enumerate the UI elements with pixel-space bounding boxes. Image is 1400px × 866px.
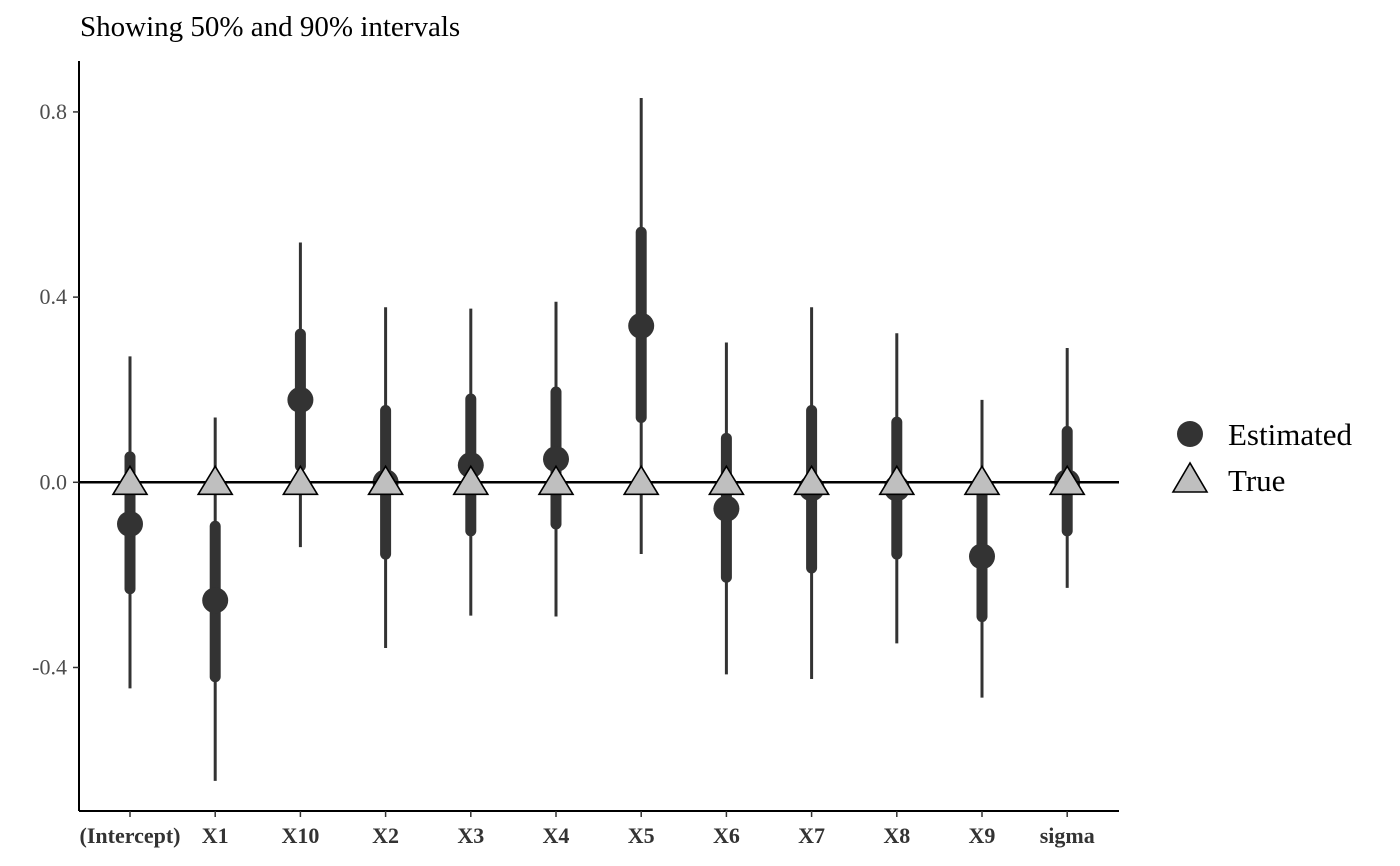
estimated-point	[543, 446, 569, 473]
estimated-point	[202, 587, 229, 614]
y-tick-label: 0.4	[40, 284, 68, 309]
x-tick-label: sigma	[1040, 823, 1095, 848]
legend: Estimated True	[1171, 417, 1352, 498]
true-value-triangle	[1048, 464, 1086, 496]
estimated-point	[969, 543, 995, 570]
estimated-point	[117, 510, 143, 537]
estimated-point	[287, 386, 314, 413]
axes	[78, 61, 1119, 812]
plot-area	[79, 98, 1119, 781]
legend-estimated-circle-icon	[1177, 421, 1203, 447]
x-tick-label: X10	[281, 823, 319, 848]
y-ticks: -0.4 0.0 0.4 0.8	[32, 99, 79, 679]
true-value-triangle	[963, 464, 1001, 496]
x-tick-label: X8	[883, 823, 910, 848]
x-tick-label: X4	[543, 823, 570, 848]
x-tick-label: X7	[798, 823, 825, 848]
estimated-point	[628, 312, 655, 339]
true-value-triangle	[878, 464, 916, 496]
x-ticks: (Intercept) X1 X10 X2 X3 X4 X5 X6 X7 X8 X9 sigma	[80, 811, 1095, 848]
x-tick-label: X2	[372, 823, 399, 848]
chart-title: Showing 50% and 90% intervals	[80, 11, 460, 43]
legend-true-triangle-icon	[1171, 461, 1209, 493]
true-value-triangle	[367, 464, 405, 496]
true-value-triangle	[622, 464, 660, 496]
true-value-triangle	[707, 464, 745, 496]
true-value-triangle	[793, 464, 831, 496]
y-tick-label: 0.8	[40, 99, 68, 124]
true-value-triangle	[281, 464, 319, 496]
x-tick-label: X3	[457, 823, 484, 848]
x-tick-label: X1	[202, 823, 229, 848]
x-tick-label: X6	[713, 823, 740, 848]
x-tick-label: (Intercept)	[80, 823, 181, 848]
y-tick-label: 0.0	[40, 469, 68, 494]
true-value-triangle	[196, 464, 234, 496]
y-tick-label: -0.4	[32, 654, 67, 679]
true-value-triangle	[111, 464, 149, 496]
true-value-triangle	[452, 464, 490, 496]
legend-label-true: True	[1228, 463, 1285, 498]
x-tick-label: X5	[628, 823, 655, 848]
legend-label-estimated: Estimated	[1228, 417, 1352, 452]
x-tick-label: X9	[969, 823, 996, 848]
estimated-point	[713, 495, 740, 522]
true-value-triangle	[537, 464, 575, 496]
